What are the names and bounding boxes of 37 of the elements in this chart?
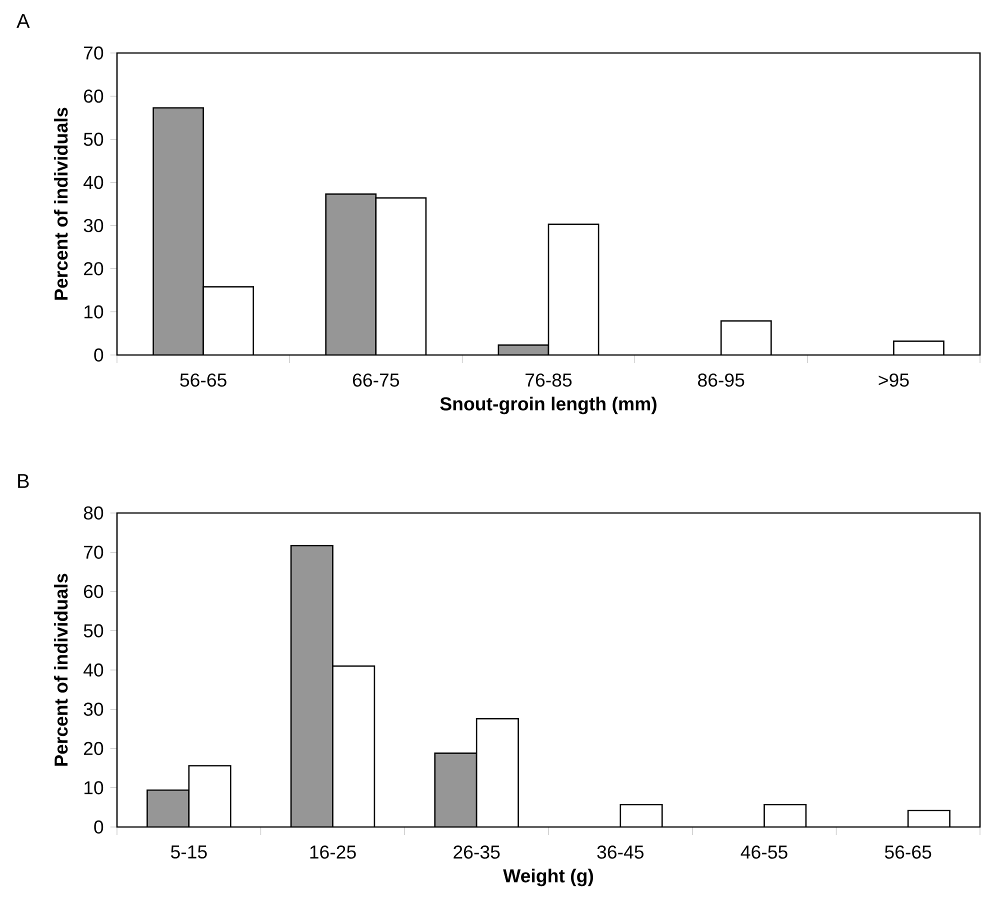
y-tick-label: 40 <box>84 176 104 190</box>
x-axis-title: Snout-groin length (mm) <box>440 396 656 414</box>
y-tick-label: 0 <box>94 348 104 362</box>
chart-title: A <box>16 14 30 28</box>
y-tick-label: 60 <box>84 90 104 103</box>
y-tick-label: 80 <box>84 506 104 520</box>
y-tick-label: 50 <box>84 624 104 638</box>
x-axis-title: Weight (g) <box>503 868 594 886</box>
y-tick-label: 70 <box>84 46 104 60</box>
y-tick-label: 30 <box>84 702 104 716</box>
y-tick-label: 10 <box>84 305 104 318</box>
y-tick-label: 20 <box>84 262 104 276</box>
bar <box>332 665 376 828</box>
y-tick-label: 50 <box>84 132 104 146</box>
x-tick-label: 5-15 <box>170 845 207 859</box>
y-tick-label: 10 <box>84 781 104 794</box>
x-tick-label: 76-85 <box>526 373 572 387</box>
y-tick-label: 30 <box>84 218 104 232</box>
y-tick-label: 40 <box>84 663 104 677</box>
chart-title: B <box>18 474 29 488</box>
x-tick-label: >95 <box>878 373 909 387</box>
y-axis-title: Percent of individuals <box>54 574 68 766</box>
x-tick-label: 56-65 <box>180 373 226 387</box>
bar <box>152 107 204 355</box>
x-tick-label: 26-35 <box>454 845 500 859</box>
x-tick-label: 56-65 <box>884 845 932 859</box>
x-tick-label: 16-25 <box>310 845 356 859</box>
y-tick-label: 70 <box>84 546 104 559</box>
x-tick-label: 86-95 <box>698 373 744 387</box>
x-tick-label: 46-55 <box>740 845 788 859</box>
y-tick-label: 20 <box>84 742 104 756</box>
y-axis-title: Percent of individuals <box>54 108 68 300</box>
y-tick-label: 0 <box>94 820 104 834</box>
bar <box>325 193 377 355</box>
x-tick-label: 66-75 <box>352 373 399 387</box>
x-tick-label: 36-45 <box>597 845 644 859</box>
y-tick-label: 60 <box>84 584 104 598</box>
